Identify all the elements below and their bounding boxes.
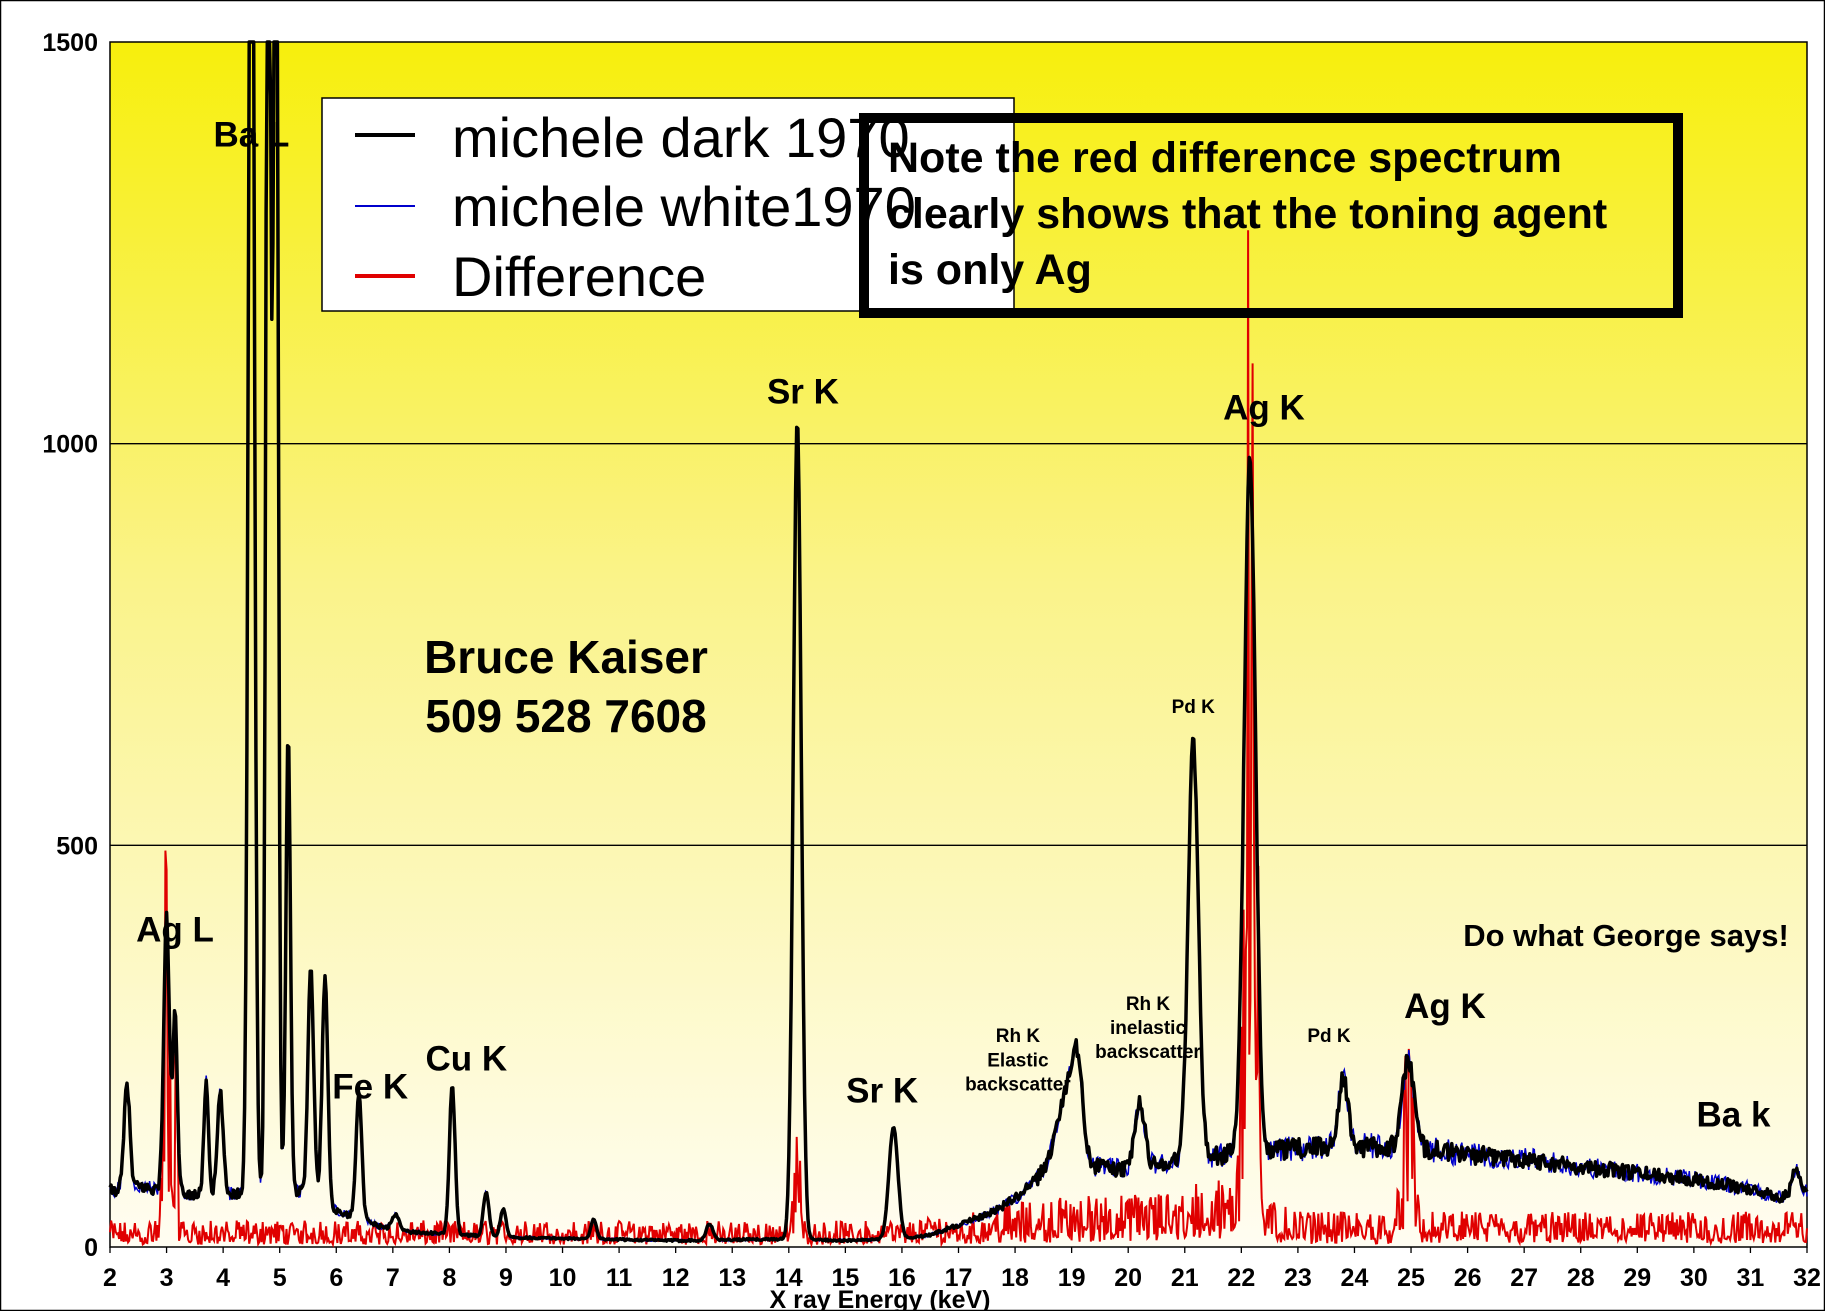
x-tick-label: 7 xyxy=(386,1264,400,1292)
x-tick-label: 8 xyxy=(442,1264,456,1292)
series-line-dark xyxy=(108,40,1809,1244)
peak-label: backscatter xyxy=(1095,1042,1201,1063)
note-line-2: clearly shows that the toning agent xyxy=(888,190,1607,238)
x-tick-label: 31 xyxy=(1737,1264,1765,1292)
x-tick-label: 4 xyxy=(216,1264,230,1292)
y-tick-label: 0 xyxy=(84,1234,98,1262)
peak-label: inelastic xyxy=(1110,1018,1186,1039)
legend-box xyxy=(321,97,1015,312)
x-tick-label: 14 xyxy=(775,1264,803,1292)
y-tick-label: 1000 xyxy=(42,431,98,459)
x-tick-label: 10 xyxy=(549,1264,577,1292)
author-phone: 509 528 7608 xyxy=(425,690,706,742)
x-tick-label: 18 xyxy=(1001,1264,1029,1292)
x-tick-label: 26 xyxy=(1454,1264,1482,1292)
x-tick-label: 6 xyxy=(329,1264,343,1292)
x-tick-label: 19 xyxy=(1058,1264,1086,1292)
x-tick-label: 28 xyxy=(1567,1264,1595,1292)
peak-label: Rh K xyxy=(996,1026,1041,1047)
peak-label: Ag K xyxy=(1404,987,1486,1026)
y-tick-label: 500 xyxy=(56,832,98,860)
x-tick-label: 21 xyxy=(1171,1264,1199,1292)
series-line-difference xyxy=(109,230,1808,1249)
peak-label: Sr K xyxy=(846,1071,918,1110)
peak-label: Pd K xyxy=(1172,697,1216,718)
x-tick-label: 20 xyxy=(1114,1264,1142,1292)
peak-label: Cu K xyxy=(426,1039,508,1078)
x-tick-label: 11 xyxy=(606,1264,633,1292)
x-tick-label: 12 xyxy=(662,1264,690,1292)
x-tick-label: 24 xyxy=(1341,1264,1369,1292)
gridlines xyxy=(110,443,1807,846)
peak-label: Ba k xyxy=(1696,1096,1770,1135)
peak-label: Ag L xyxy=(136,911,214,950)
x-tick-label: 32 xyxy=(1793,1264,1821,1292)
x-tick-label: 13 xyxy=(718,1264,746,1292)
peak-label: Elastic xyxy=(987,1050,1049,1071)
x-tick-label: 17 xyxy=(945,1264,973,1292)
x-tick-label: 30 xyxy=(1680,1264,1708,1292)
x-tick-label: 3 xyxy=(160,1264,174,1292)
x-axis-label: X ray Energy (keV) xyxy=(770,1286,991,1311)
legend-label-white: michele white1970 xyxy=(452,175,916,238)
x-tick-label: 16 xyxy=(888,1264,916,1292)
legend-label-dark: michele dark 1970 xyxy=(452,106,910,169)
x-tick-label: 5 xyxy=(273,1264,287,1292)
peak-label: Ag K xyxy=(1223,389,1305,428)
y-tick-label: 1500 xyxy=(42,29,98,57)
note-box xyxy=(859,113,1683,318)
x-tick-label: 27 xyxy=(1510,1264,1538,1292)
x-tick-label: 29 xyxy=(1623,1264,1651,1292)
x-tick-label: 9 xyxy=(499,1264,513,1292)
peak-label: Pd K xyxy=(1307,1026,1351,1047)
author-name: Bruce Kaiser xyxy=(424,631,708,683)
x-tick-label: 25 xyxy=(1397,1264,1425,1292)
x-tick-label: 15 xyxy=(831,1264,859,1292)
peak-label: Sr K xyxy=(767,373,839,412)
peak-label: backscatter xyxy=(965,1074,1071,1095)
peak-label: Ba L xyxy=(213,115,289,154)
peak-label: Do what George says! xyxy=(1463,918,1789,953)
x-tick-label: 22 xyxy=(1227,1264,1255,1292)
y-axis-ticks: 0 500 1000 1500 xyxy=(42,29,98,1262)
legend: michele dark 1970 michele white1970 Diff… xyxy=(321,97,1015,312)
note-line-3: is only Ag xyxy=(888,246,1092,294)
note-line-1: Note the red difference spectrum xyxy=(888,134,1562,182)
peak-label: Rh K xyxy=(1126,994,1171,1015)
x-axis-ticks: 2 3 4 5 6 7 8 9 10 11 12 13 14 15 16 17 18 19 20 21 22 23 24 25… xyxy=(103,1247,1821,1292)
peak-annotations: Ba L Ag L Fe K Cu K Sr K Sr K Ag K Pd K Rh K Elas… xyxy=(136,115,1789,1134)
legend-label-difference: Difference xyxy=(452,245,706,308)
note-callout: Note the red difference spectrum clearly… xyxy=(859,113,1683,318)
x-tick-label: 23 xyxy=(1284,1264,1312,1292)
series-lines xyxy=(108,40,1809,1249)
peak-label: Fe K xyxy=(332,1067,408,1106)
x-tick-label: 2 xyxy=(103,1264,117,1292)
